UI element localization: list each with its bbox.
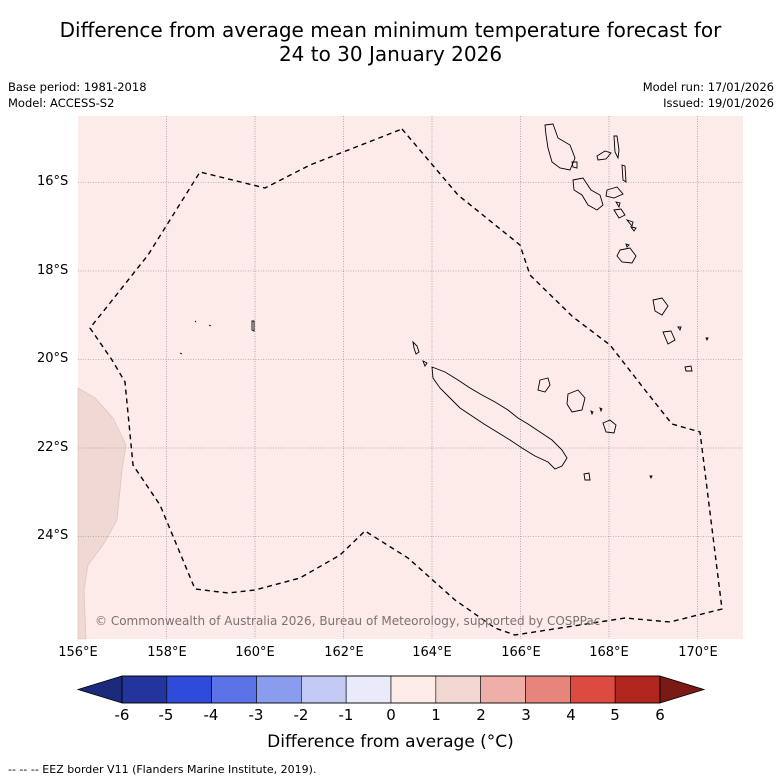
issued-date: Issued: 19/01/2026 <box>663 96 774 110</box>
island-malo <box>571 161 578 169</box>
island-aniwa <box>677 326 682 332</box>
lat-tick-22s: 22°S <box>37 440 69 455</box>
colorbar-label-6: 6 <box>655 706 665 724</box>
island-small-1 <box>422 360 428 367</box>
eez-legend-footer: -- -- -- EEZ border V11 (Flanders Marine… <box>8 763 317 776</box>
island-paama <box>615 201 621 209</box>
west-anomaly-patch <box>77 387 127 640</box>
island-lifou <box>566 389 586 413</box>
island-grande-terre <box>431 366 568 470</box>
colorbar-cell <box>166 675 212 704</box>
colorbar-cell <box>345 675 392 704</box>
colorbar-cell <box>256 675 302 704</box>
colorbar-label-neg1: -1 <box>338 706 354 724</box>
map-background <box>78 116 743 639</box>
colorbar-label-neg6: -6 <box>114 706 130 724</box>
colorbar-label-2: 2 <box>476 706 486 724</box>
island-small-efate <box>625 243 630 248</box>
lon-tick-166e: 166°E <box>501 645 541 660</box>
island-aneityum <box>684 365 693 372</box>
colorbar-under-arrow <box>76 675 123 704</box>
colorbar-cell <box>525 675 571 704</box>
colorbar-outline <box>121 675 661 704</box>
island-mare <box>602 419 617 434</box>
island-shepherd-2 <box>629 226 637 232</box>
island-tanna <box>662 330 676 345</box>
islet-coral-2 <box>194 320 197 323</box>
colorbar-label-1: 1 <box>431 706 441 724</box>
model-name: Model: ACCESS-S2 <box>8 96 115 110</box>
title-line-1: Difference from average mean minimum tem… <box>59 18 722 42</box>
colorbar-label-0: 0 <box>386 706 396 724</box>
colorbar-label-neg3: -3 <box>248 706 264 724</box>
colorbar-label-5: 5 <box>610 706 620 724</box>
islet-coral-3 <box>208 324 212 327</box>
islet-coral-1 <box>251 320 255 332</box>
colorbar-cell <box>480 675 526 704</box>
colorbar-over-arrow <box>659 675 706 704</box>
island-pentecost <box>621 164 627 183</box>
colorbar-cell <box>390 675 437 704</box>
lon-tick-160e: 160°E <box>235 645 275 660</box>
colorbar-label-neg2: -2 <box>293 706 309 724</box>
colorbar-cell <box>301 675 347 704</box>
island-malekula <box>572 177 604 211</box>
island-futuna <box>705 337 709 342</box>
copyright-text: © Commonwealth of Australia 2026, Bureau… <box>95 614 601 628</box>
island-erromango <box>652 297 669 316</box>
lat-tick-16s: 16°S <box>37 174 69 189</box>
island-ambae <box>596 150 612 161</box>
island-pines <box>583 472 591 481</box>
island-ouvea <box>537 377 551 393</box>
title-line-2: 24 to 30 January 2026 <box>278 42 503 66</box>
colorbar-title: Difference from average (°C) <box>267 732 514 752</box>
map-title: Difference from average mean minimum tem… <box>0 18 781 66</box>
base-period: Base period: 1981-2018 <box>8 80 147 94</box>
lon-tick-170e: 170°E <box>678 645 718 660</box>
lon-tick-162e: 162°E <box>324 645 364 660</box>
colorbar-cell <box>435 675 481 704</box>
colorbar-cell <box>121 675 168 704</box>
island-epi <box>613 208 626 219</box>
lon-tick-156e: 156°E <box>58 645 98 660</box>
lat-tick-18s: 18°S <box>37 263 69 278</box>
island-maewo <box>613 135 620 160</box>
lat-tick-20s: 20°S <box>37 351 69 366</box>
colorbar-cell <box>570 675 616 704</box>
colorbar-label-4: 4 <box>566 706 576 724</box>
island-tiny-east <box>590 410 594 416</box>
colorbar-cell <box>211 675 257 704</box>
colorbar-label-neg4: -4 <box>203 706 219 724</box>
island-efate <box>616 247 637 264</box>
island-tiny-east-2 <box>599 407 603 413</box>
lat-tick-24s: 24°S <box>37 528 69 543</box>
meta-right: Model run: 17/01/2026 Issued: 19/01/2026 <box>643 79 774 111</box>
island-walpole <box>649 475 653 480</box>
colorbar <box>76 675 706 704</box>
meta-left: Base period: 1981-2018 Model: ACCESS-S2 <box>8 79 147 111</box>
lon-tick-168e: 168°E <box>589 645 629 660</box>
islet-coral-4 <box>179 352 183 355</box>
island-shepherd <box>625 219 634 227</box>
colorbar-cell <box>614 675 661 704</box>
island-ambrym <box>605 186 624 199</box>
model-run: Model run: 17/01/2026 <box>642 80 774 94</box>
coastlines <box>179 123 709 481</box>
island-belep <box>412 340 420 355</box>
island-espiritu-santo <box>544 123 576 171</box>
lon-tick-158e: 158°E <box>147 645 187 660</box>
colorbar-label-3: 3 <box>521 706 531 724</box>
lon-tick-164e: 164°E <box>412 645 452 660</box>
colorbar-label-neg5: -5 <box>158 706 174 724</box>
